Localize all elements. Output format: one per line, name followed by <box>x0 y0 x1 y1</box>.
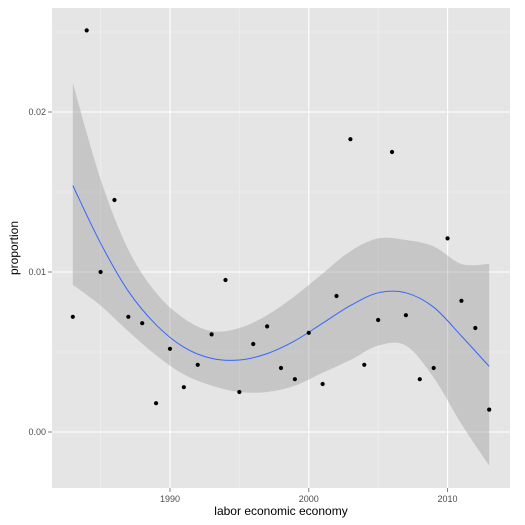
x-tick-label: 1990 <box>160 494 180 504</box>
data-point <box>292 377 297 382</box>
data-point <box>445 236 450 241</box>
data-point <box>278 365 284 371</box>
data-point <box>181 385 186 390</box>
minor-gridlines <box>52 8 510 488</box>
data-point <box>265 324 270 329</box>
data-point <box>431 365 436 371</box>
data-point <box>459 298 464 303</box>
y-tick-label: 0.02 <box>28 107 46 117</box>
data-point <box>389 149 395 155</box>
data-point <box>84 28 89 33</box>
data-point <box>98 269 103 275</box>
data-point <box>487 407 492 412</box>
confidence-band <box>72 83 490 466</box>
y-tick-label: 0.00 <box>28 427 46 437</box>
data-point <box>70 314 75 319</box>
y-tick-label: 0.01 <box>28 267 46 277</box>
data-point <box>417 377 422 382</box>
data-point <box>306 330 311 335</box>
x-axis-title: labor economic economy <box>214 504 347 518</box>
data-point <box>237 389 242 395</box>
x-axis-ticks: 1990 2000 2010 <box>160 488 458 504</box>
data-point <box>223 277 228 283</box>
data-point <box>153 401 159 406</box>
data-point <box>473 325 478 331</box>
data-point <box>334 293 339 299</box>
smooth-trend-line <box>72 185 490 367</box>
data-point <box>251 341 256 347</box>
data-point <box>112 197 117 203</box>
data-point <box>348 137 353 142</box>
y-axis-ticks: 0.00 0.01 0.02 <box>28 107 52 437</box>
data-point <box>403 313 409 318</box>
data-point <box>195 362 200 367</box>
plot-panel <box>52 8 510 488</box>
x-tick-label: 2000 <box>299 494 319 504</box>
major-gridlines <box>52 8 510 488</box>
data-points <box>70 28 492 412</box>
y-axis-title: proportion <box>7 221 21 275</box>
data-point <box>209 332 214 337</box>
data-point <box>167 346 173 351</box>
data-point <box>126 314 131 319</box>
x-tick-label: 2010 <box>438 494 458 504</box>
data-point <box>376 317 381 323</box>
data-point <box>362 362 367 367</box>
data-point <box>140 321 145 326</box>
data-point <box>320 381 325 387</box>
